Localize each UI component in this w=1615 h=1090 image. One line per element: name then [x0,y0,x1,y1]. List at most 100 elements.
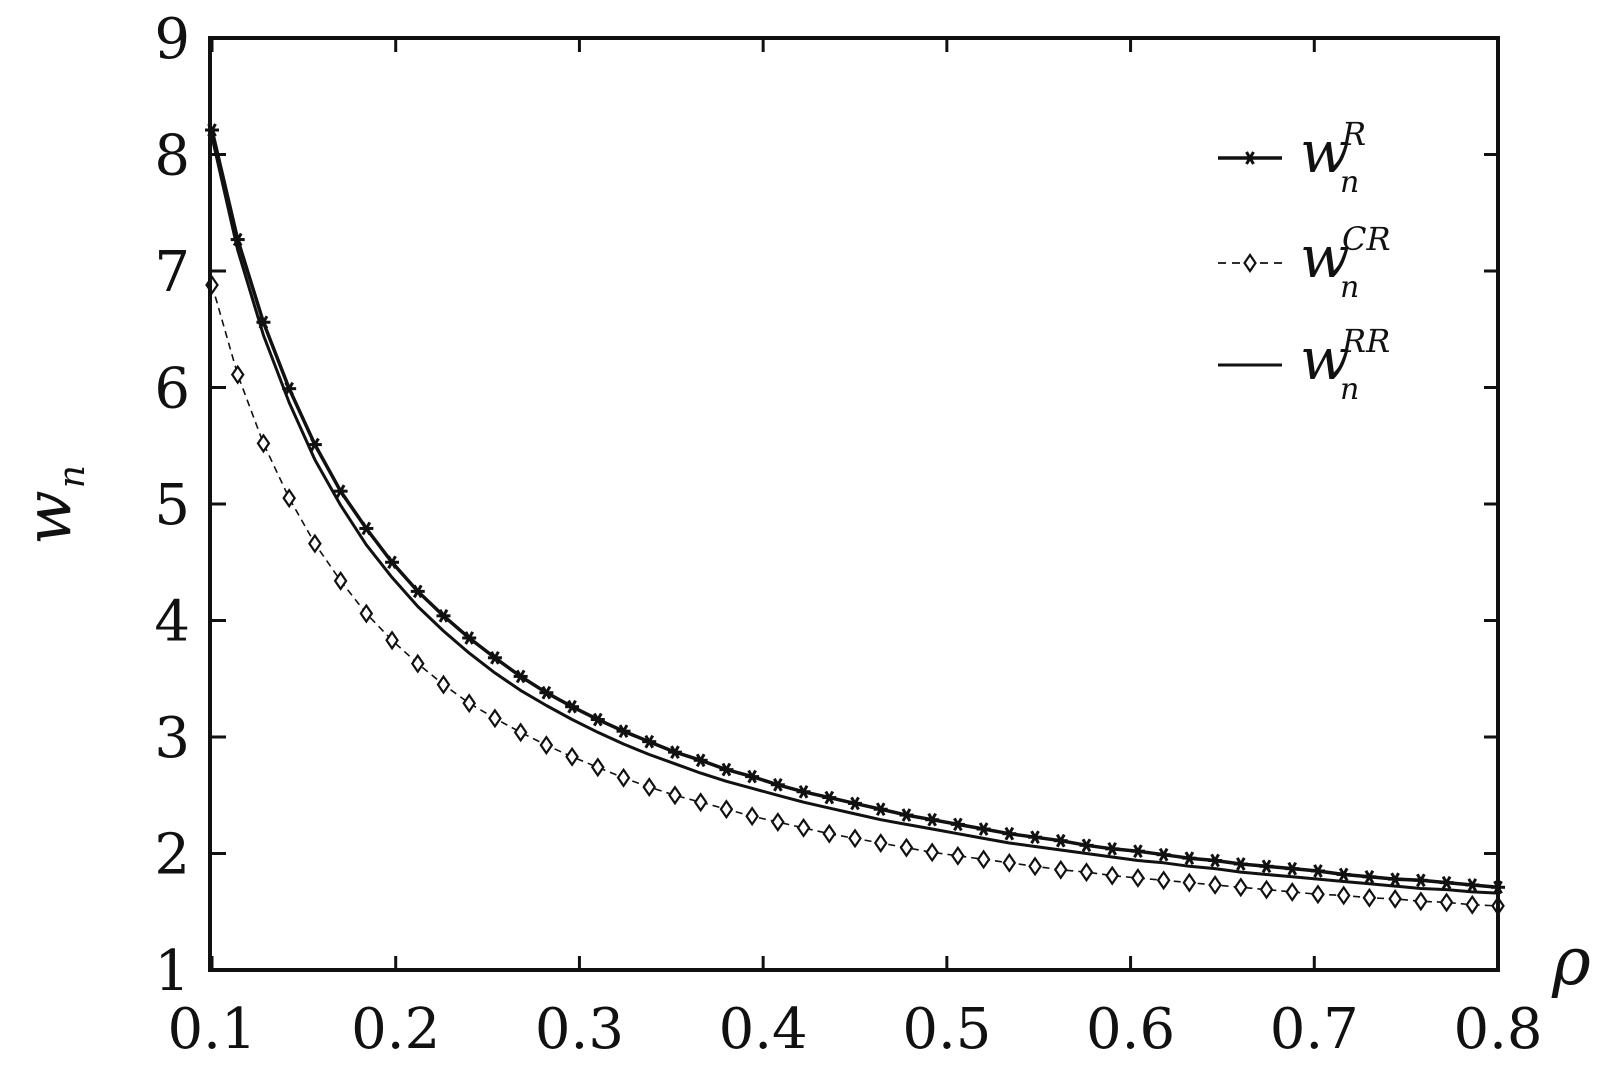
svg-text:w: w [1300,118,1350,186]
series-r-point [976,822,991,836]
series-cr-point [539,735,554,756]
series-cr-point [565,746,579,767]
legend-r-sup: R [1341,115,1366,153]
legend-marker-diamond [1243,253,1257,273]
series-r-point [899,808,914,822]
x-tick-label: 0.1 [167,997,256,1062]
series-cr-point [282,488,296,509]
legend-entry-r: w R n [1218,115,1366,200]
legend-marker-star [1243,151,1257,165]
plot-frame [208,36,1500,972]
series-r-point [1439,875,1454,890]
series-cr-point [1362,887,1377,908]
series-r-point [745,769,760,784]
series-cr-point [848,828,862,849]
series-cr-point [899,837,914,858]
series-r-point [1336,867,1351,882]
series-r-point [590,712,605,727]
legend-cr-base: w [1300,223,1350,291]
series-cr-point [1388,888,1402,909]
series-cr-point [462,693,477,714]
series-r-point [487,650,502,665]
x-axis-title: ρ [1551,923,1591,1000]
series-r-point [1208,853,1223,868]
series-cr-point [410,653,425,674]
y-tick-label: 2 [154,823,190,888]
series-r-point [462,631,477,645]
series-r-point [1310,864,1325,878]
y-tick-label: 4 [154,590,190,655]
y-axis-title-base: w [12,490,86,545]
y-axis-title-subscript: n [52,465,93,488]
x-tick-label: 0.4 [719,997,808,1062]
series-r-point [950,817,965,832]
legend-cr-sub: n [1340,270,1359,305]
series-cr-point [1336,885,1351,906]
series-cr-point [1079,862,1094,883]
series-r-point [1079,838,1094,853]
series-cr-point [488,708,502,729]
series-r-point [1105,842,1120,856]
series-cr-point [333,570,348,591]
series-cr-point [1285,882,1300,902]
x-tick-label: 0.6 [1086,997,1175,1062]
legend-r-base: w [1300,118,1350,186]
series-r-point [822,790,837,805]
series-cr-point [642,777,657,798]
x-tick-label: 0.8 [1453,997,1542,1062]
series-cr-point [256,433,271,454]
legend-entry-cr: w CR n [1218,220,1391,305]
series-r-point [1156,847,1171,862]
series-r-point [1130,844,1145,858]
y-tick-label: 8 [154,124,190,189]
series-r-point [307,437,322,452]
x-tick-label: 0.3 [535,997,624,1062]
series-r-point [1182,851,1197,865]
series-r-point [770,777,785,792]
y-tick-label: 9 [154,7,190,72]
x-tick-label: 0.2 [351,997,440,1062]
series-r-point [513,669,528,684]
series-cr-point [745,806,759,827]
series-cr-point [308,533,322,554]
series-r-point [1053,833,1068,848]
series-cr-point [1156,870,1171,891]
y-tick-label: 5 [154,473,190,538]
legend-cr-sup: CR [1342,220,1391,258]
legend-rr-sup: RR [1341,322,1390,360]
series-cr-point [925,842,939,863]
series-r-point [1285,861,1300,876]
marker-layer [205,123,1505,916]
series-cr-point [1311,884,1325,905]
series-r-point [848,796,862,811]
series-r-point [1362,869,1377,884]
series-r-point [1028,830,1043,845]
series-cr-point [513,722,528,743]
series-cr-point [951,845,965,866]
series-cr-point [873,833,888,853]
series-cr-point [1439,892,1454,913]
series-cr-point [771,812,785,832]
series-cr-point [1259,879,1274,900]
series-r-point [796,784,811,799]
series-r-point [230,232,245,247]
series-cr-point [796,817,811,838]
series-r-point [1413,873,1428,888]
y-tick-label: 1 [154,939,190,1004]
series-r-point [693,753,708,768]
series-r-point [256,315,271,330]
svg-text:w: w [1300,325,1350,393]
y-axis-title: wn [12,465,93,545]
y-tick-label: 7 [154,240,190,305]
series-cr-point [616,767,631,788]
svg-text:w: w [1300,223,1350,291]
series-r-point [616,724,631,738]
x-tick-label: 0.7 [1270,997,1359,1062]
series-cr-point [1028,856,1042,877]
series-r-point [719,762,734,777]
y-tick-labels: 1 2 3 4 5 6 7 8 9 [154,7,190,1004]
series-cr-point [359,603,374,624]
x-tick-label: 0.5 [902,997,991,1062]
series-cr-point [1233,877,1248,898]
series-r-point [1233,857,1248,871]
